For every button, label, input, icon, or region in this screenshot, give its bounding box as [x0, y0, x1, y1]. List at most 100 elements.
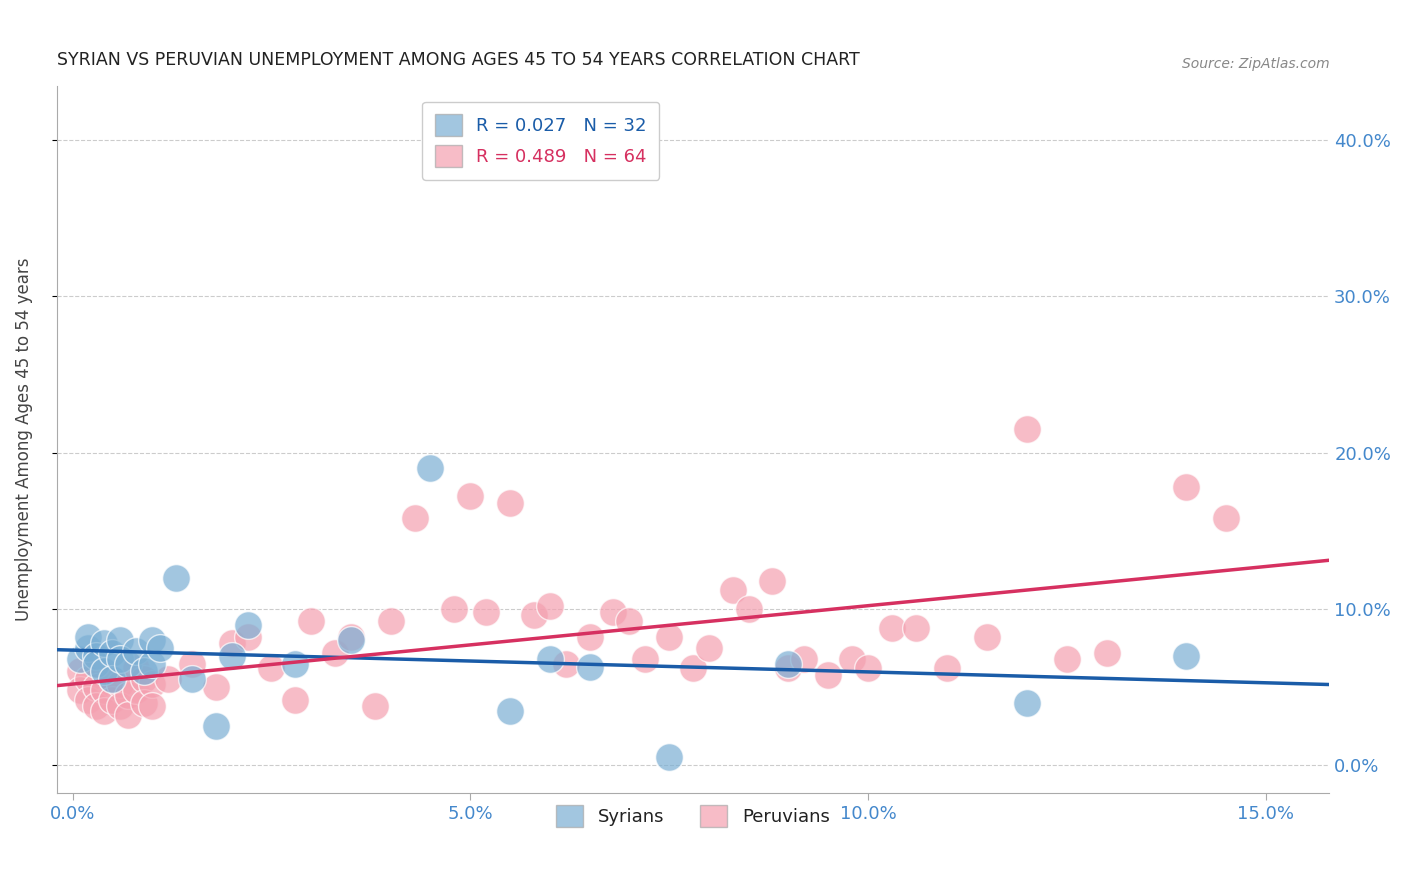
Point [658, 750, 681, 764]
Point [101, 673, 124, 687]
Legend: Syrians, Peruvians: Syrians, Peruvians [548, 797, 837, 834]
Point [299, 615, 322, 629]
Point [658, 630, 681, 644]
Point [340, 630, 363, 644]
Point [904, 621, 927, 635]
Point [880, 621, 903, 635]
Point [69, 652, 91, 666]
Point [69, 683, 91, 698]
Point [125, 661, 148, 675]
Point [499, 496, 522, 510]
Point [221, 648, 243, 663]
Point [841, 652, 863, 666]
Point [578, 630, 600, 644]
Point [77, 692, 100, 706]
Point [778, 657, 800, 671]
Point [1015, 422, 1038, 436]
Point [110, 652, 132, 666]
Point [475, 605, 498, 619]
Point [93, 704, 115, 718]
Point [619, 615, 641, 629]
Point [86, 680, 108, 694]
Point [538, 652, 561, 666]
Point [523, 608, 546, 623]
Point [117, 657, 139, 671]
Point [793, 652, 815, 666]
Point [419, 461, 441, 475]
Point [697, 640, 720, 655]
Point [165, 571, 187, 585]
Point [380, 615, 402, 629]
Point [284, 692, 307, 706]
Point [1215, 511, 1237, 525]
Point [1175, 648, 1198, 663]
Point [936, 661, 959, 675]
Point [141, 677, 163, 691]
Point [1056, 652, 1078, 666]
Point [141, 698, 163, 713]
Point [101, 673, 124, 687]
Point [260, 661, 283, 675]
Point [499, 704, 522, 718]
Point [110, 698, 132, 713]
Point [204, 719, 226, 733]
Point [77, 630, 100, 644]
Point [602, 605, 624, 619]
Point [976, 630, 998, 644]
Point [141, 633, 163, 648]
Point [538, 599, 561, 613]
Point [364, 698, 387, 713]
Point [761, 574, 783, 588]
Point [132, 665, 155, 679]
Point [101, 692, 124, 706]
Text: SYRIAN VS PERUVIAN UNEMPLOYMENT AMONG AGES 45 TO 54 YEARS CORRELATION CHART: SYRIAN VS PERUVIAN UNEMPLOYMENT AMONG AG… [56, 51, 859, 69]
Point [721, 583, 744, 598]
Y-axis label: Unemployment Among Ages 45 to 54 years: Unemployment Among Ages 45 to 54 years [15, 258, 32, 621]
Point [141, 657, 163, 671]
Point [180, 673, 202, 687]
Point [117, 688, 139, 702]
Point [340, 633, 363, 648]
Point [778, 661, 800, 675]
Point [156, 673, 179, 687]
Point [856, 661, 879, 675]
Point [86, 657, 108, 671]
Point [117, 708, 139, 723]
Point [69, 665, 91, 679]
Point [204, 680, 226, 694]
Point [404, 511, 426, 525]
Point [86, 648, 108, 663]
Point [86, 698, 108, 713]
Point [110, 677, 132, 691]
Point [634, 652, 657, 666]
Point [110, 633, 132, 648]
Point [125, 683, 148, 698]
Point [93, 665, 115, 679]
Point [1015, 696, 1038, 710]
Point [132, 696, 155, 710]
Point [284, 657, 307, 671]
Point [132, 673, 155, 687]
Point [93, 636, 115, 650]
Point [125, 644, 148, 658]
Point [737, 602, 759, 616]
Point [180, 657, 202, 671]
Point [93, 683, 115, 698]
Point [236, 630, 259, 644]
Point [458, 490, 481, 504]
Point [77, 640, 100, 655]
Point [578, 660, 600, 674]
Point [77, 673, 100, 687]
Point [443, 602, 465, 616]
Point [101, 646, 124, 660]
Point [817, 667, 839, 681]
Point [682, 661, 704, 675]
Point [554, 657, 576, 671]
Point [149, 640, 172, 655]
Point [236, 617, 259, 632]
Text: Source: ZipAtlas.com: Source: ZipAtlas.com [1181, 57, 1329, 71]
Point [221, 636, 243, 650]
Point [1095, 646, 1118, 660]
Point [1175, 480, 1198, 494]
Point [323, 646, 346, 660]
